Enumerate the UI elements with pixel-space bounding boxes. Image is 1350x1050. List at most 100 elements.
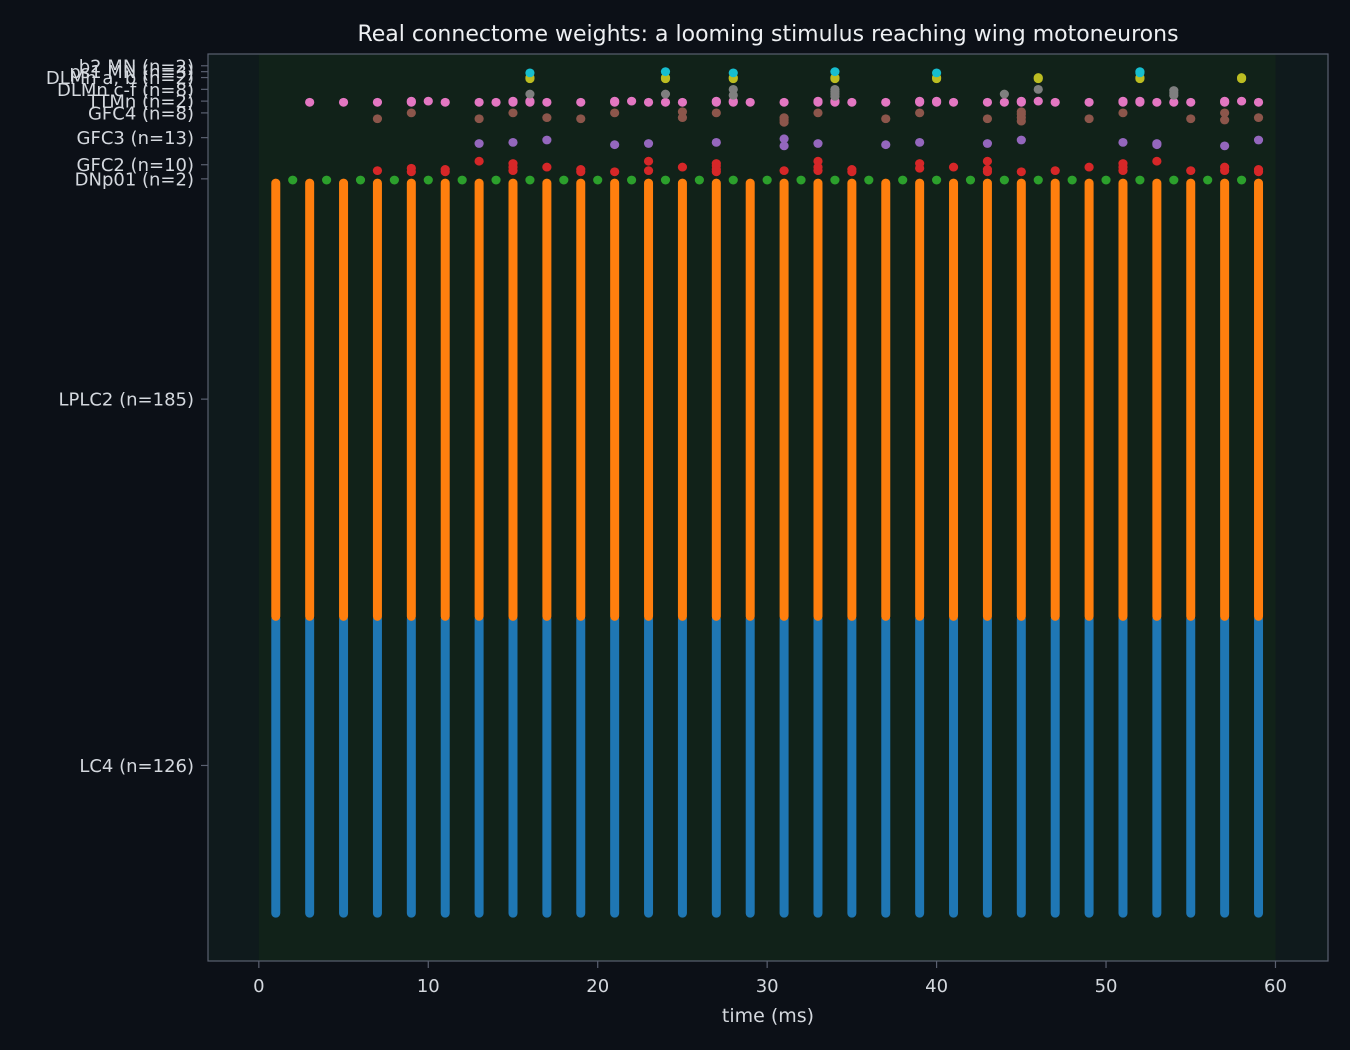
spike-point bbox=[508, 96, 518, 106]
spike-point bbox=[796, 175, 806, 185]
spike-point bbox=[779, 141, 789, 151]
spike-point bbox=[1118, 159, 1128, 168]
x-axis: 0 10 20 30 40 50 60 bbox=[253, 961, 1287, 997]
spike-point bbox=[508, 137, 518, 147]
spike-point bbox=[542, 97, 552, 107]
y-group-label: GFC3 (n=13) bbox=[77, 128, 194, 149]
spike-point bbox=[847, 97, 857, 107]
spike-point bbox=[372, 166, 383, 176]
series-lplc2 bbox=[271, 178, 1264, 621]
x-axis-label: time (ms) bbox=[722, 1005, 814, 1027]
spike-point bbox=[491, 175, 501, 185]
y-group-label: b2 MN (n=2) bbox=[79, 56, 194, 77]
spike-point bbox=[406, 108, 416, 118]
series-gfc2 bbox=[372, 156, 1264, 177]
spike-point bbox=[423, 175, 433, 185]
spike-point bbox=[1016, 96, 1026, 106]
spike-point bbox=[474, 139, 484, 148]
spike-point bbox=[779, 113, 789, 123]
spike-point bbox=[677, 107, 688, 117]
spike-point bbox=[542, 113, 552, 123]
spike-point bbox=[931, 175, 942, 185]
spike-point bbox=[847, 165, 857, 174]
chart-title: Real connectome weights: a looming stimu… bbox=[357, 22, 1178, 47]
spike-point bbox=[677, 97, 688, 107]
spike-point bbox=[1169, 86, 1179, 95]
spike-point bbox=[999, 89, 1009, 99]
spike-point bbox=[1220, 115, 1230, 125]
spike-point bbox=[1135, 175, 1145, 185]
spike-point bbox=[999, 175, 1009, 185]
spike-point bbox=[1220, 141, 1230, 151]
y-group-label: DLMn c-f (n=8) bbox=[57, 80, 194, 101]
spike-point bbox=[643, 139, 654, 148]
spike-point bbox=[1186, 166, 1196, 176]
spike-point bbox=[1135, 67, 1145, 77]
spike-point bbox=[1050, 97, 1060, 107]
spike-point bbox=[1253, 135, 1264, 145]
spike-point bbox=[711, 96, 721, 106]
spike-point bbox=[982, 156, 993, 166]
x-tick-label: 0 bbox=[253, 976, 264, 997]
spike-point bbox=[1016, 135, 1026, 145]
spike-point bbox=[813, 156, 823, 166]
spike-point bbox=[1118, 96, 1128, 106]
spike-point bbox=[610, 140, 620, 150]
spike-point bbox=[288, 175, 298, 185]
spike-point bbox=[1050, 166, 1060, 176]
spike-point bbox=[1118, 137, 1128, 147]
spike-point bbox=[1084, 114, 1094, 124]
spike-point bbox=[1236, 175, 1247, 185]
y-group-label: LC4 (n=126) bbox=[79, 756, 194, 777]
spike-point bbox=[728, 68, 738, 78]
spike-point bbox=[677, 162, 688, 172]
spike-point bbox=[491, 97, 501, 107]
spike-point bbox=[423, 96, 433, 106]
spike-point bbox=[1118, 108, 1128, 118]
series-ps1 bbox=[525, 67, 1145, 78]
spike-point bbox=[881, 114, 891, 124]
spike-point bbox=[576, 165, 586, 174]
plot-frame bbox=[207, 53, 1329, 962]
spike-point bbox=[711, 159, 721, 168]
spike-point bbox=[1236, 73, 1247, 82]
spike-point bbox=[525, 89, 535, 99]
y-group-label: TTMn (n=2) bbox=[87, 92, 194, 113]
spike-point bbox=[931, 68, 942, 78]
y-group-label: ps1 MN (n=3) bbox=[69, 62, 194, 83]
spike-point bbox=[779, 97, 789, 107]
spike-point bbox=[830, 175, 840, 185]
spike-point bbox=[982, 114, 993, 124]
spike-point bbox=[1253, 97, 1264, 107]
spike-point bbox=[813, 96, 823, 106]
spike-point bbox=[660, 89, 671, 99]
spike-point bbox=[305, 97, 315, 107]
spike-point bbox=[762, 175, 772, 185]
spike-point bbox=[1084, 162, 1094, 172]
spike-point bbox=[322, 175, 332, 185]
spike-point bbox=[1016, 167, 1026, 177]
spike-point bbox=[1253, 113, 1264, 123]
spike-point bbox=[1186, 114, 1196, 124]
spike-point bbox=[915, 96, 925, 106]
spike-point bbox=[1220, 108, 1230, 118]
spike-point bbox=[389, 175, 399, 185]
spike-point bbox=[372, 114, 383, 124]
spike-point bbox=[728, 84, 738, 94]
spike-point bbox=[1067, 175, 1077, 185]
spike-point bbox=[525, 175, 535, 185]
spike-point bbox=[559, 175, 569, 185]
y-group-label: DLMn a, b (n=2) bbox=[46, 68, 194, 89]
spike-point bbox=[881, 140, 891, 150]
spike-point bbox=[982, 97, 993, 107]
spike-point bbox=[627, 96, 637, 106]
spike-point bbox=[1033, 84, 1043, 94]
series-dnp01 bbox=[288, 175, 1247, 185]
spike-point bbox=[999, 97, 1009, 107]
spike-point bbox=[1152, 139, 1162, 148]
x-tick-label: 60 bbox=[1264, 976, 1287, 997]
spike-point bbox=[643, 156, 654, 166]
spike-point bbox=[660, 175, 671, 185]
spike-point bbox=[1084, 97, 1094, 107]
spike-point bbox=[610, 96, 620, 106]
